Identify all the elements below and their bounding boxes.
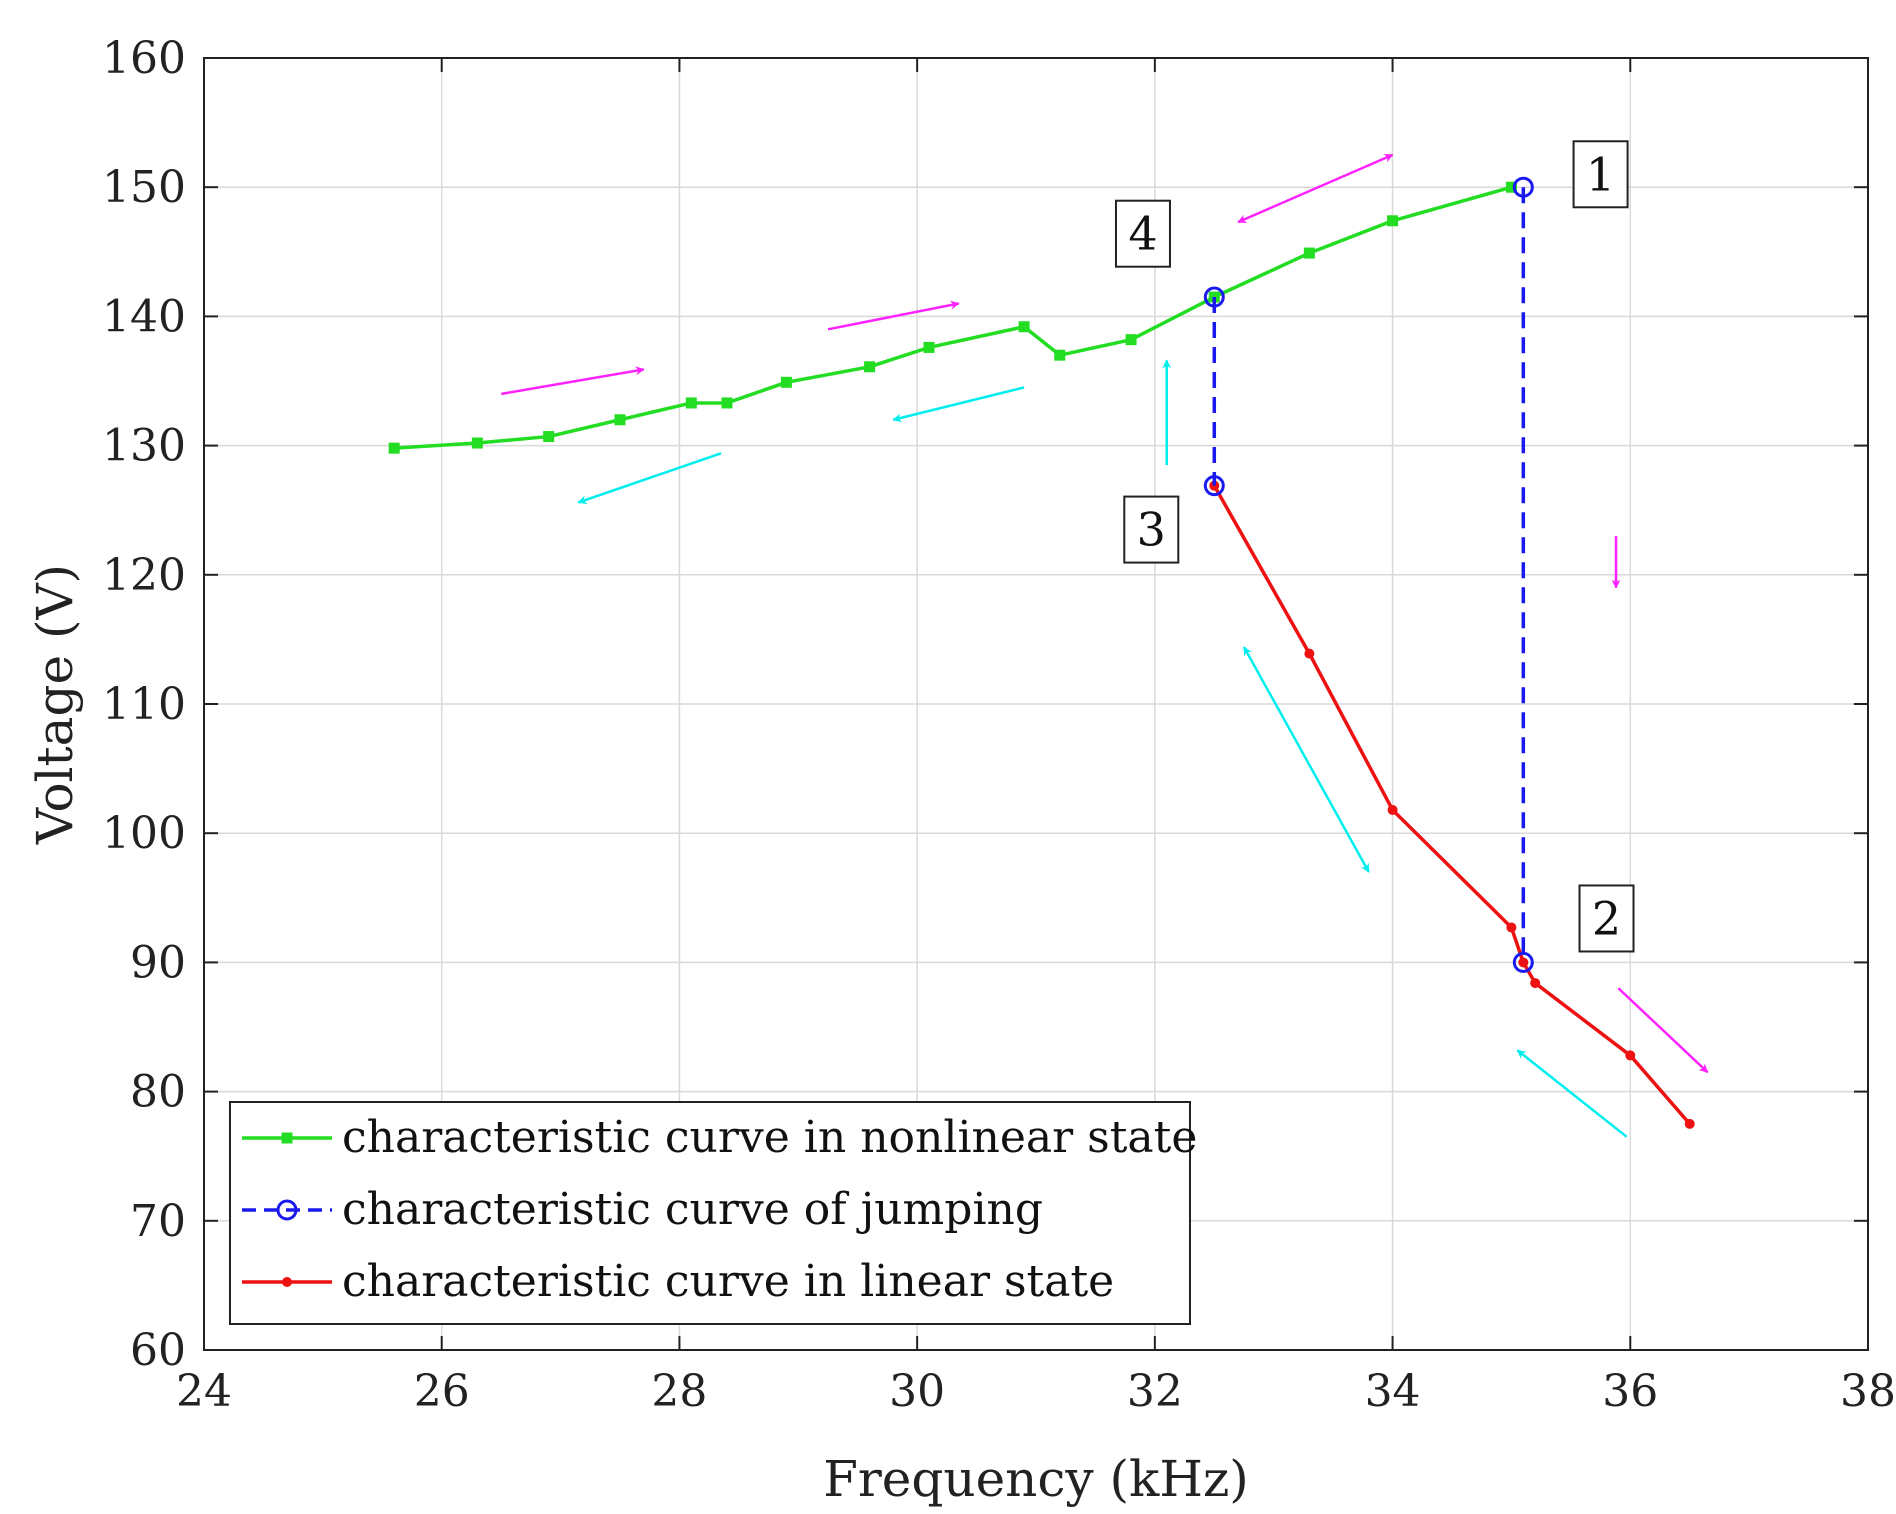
annotation-label: 1 (1586, 147, 1615, 201)
x-tick-label: 28 (651, 1366, 707, 1417)
annotations: 1 2 3 4 (1114, 140, 1635, 953)
arrow (1617, 987, 1709, 1074)
data-point-square (1505, 181, 1517, 193)
data-point-dot (1684, 1118, 1695, 1129)
annotation-box: 2 (1578, 884, 1635, 953)
double-arrow (1242, 646, 1370, 873)
y-tick-label: 140 (102, 291, 186, 342)
arrow (1516, 1049, 1628, 1138)
y-tick-label: 160 (102, 33, 186, 84)
data-point-square (1303, 247, 1315, 259)
y-tick-label: 130 (102, 421, 186, 472)
data-point-dot (1625, 1050, 1636, 1061)
annotation-frame (1123, 495, 1180, 564)
y-tick-label: 100 (102, 808, 186, 859)
grid (203, 57, 1869, 1351)
y-tick-label: 70 (130, 1196, 186, 1247)
x-tick-label: 32 (1127, 1366, 1183, 1417)
annotation-frame (1578, 884, 1635, 953)
data-point-square (923, 341, 935, 353)
data-point-square (780, 376, 792, 388)
x-tick-label: 24 (176, 1366, 232, 1417)
series-line (1212, 484, 1692, 1126)
legend: characteristic curve in nonlinear state c… (229, 1101, 1197, 1325)
double-arrow (1237, 153, 1394, 224)
legend-entries: characteristic curve in nonlinear state c… (242, 1112, 1197, 1307)
y-tick-label: 150 (102, 162, 186, 213)
data-point-square (1387, 215, 1399, 227)
axis-ticks: 24 26 28 30 32 34 36 38607080901001101201301401… (102, 33, 1896, 1417)
x-tick-label: 26 (414, 1366, 470, 1417)
data-point-square (864, 361, 876, 373)
annotation-frame (1114, 199, 1171, 268)
direction-arrows (500, 153, 1709, 1138)
data-point-circle (1512, 176, 1534, 198)
y-tick-label: 90 (130, 937, 186, 988)
annotation-box: 1 (1572, 140, 1629, 209)
legend-label: characteristic curve of jumping (342, 1184, 1043, 1235)
legend-entry: characteristic curve in nonlinear state (242, 1112, 1197, 1163)
annotation-label: 4 (1128, 207, 1157, 261)
annotation-box: 4 (1114, 199, 1171, 268)
legend-label: characteristic curve in linear state (342, 1256, 1114, 1307)
arrow (577, 452, 722, 505)
data-point-square (1054, 349, 1066, 361)
data-point-square (614, 414, 626, 426)
x-tick-label: 30 (889, 1366, 945, 1417)
data-point-square (471, 437, 483, 449)
data-point-square (543, 431, 555, 443)
y-axis-title: Voltage (V) (26, 564, 84, 845)
y-tick-label: 120 (102, 550, 186, 601)
series-line (394, 185, 1512, 450)
annotation-box: 3 (1123, 495, 1180, 564)
x-tick-label: 34 (1365, 1366, 1421, 1417)
legend-entry: characteristic curve of jumping (242, 1184, 1043, 1235)
data-point-dot (1506, 922, 1517, 933)
data-point-circle (276, 1199, 298, 1221)
series-1 (388, 181, 1517, 454)
y-tick-label: 110 (102, 679, 186, 730)
data-point-square (721, 397, 733, 409)
data-point-dot (1530, 978, 1541, 989)
y-tick-label: 80 (130, 1067, 186, 1118)
series-2 (1203, 176, 1534, 973)
data-point-dot (1387, 804, 1398, 815)
annotation-frame (1572, 140, 1629, 209)
annotation-label: 2 (1592, 891, 1621, 945)
data-point-square (1125, 334, 1137, 346)
legend-box (229, 1101, 1191, 1325)
annotation-label: 3 (1137, 503, 1166, 557)
data-point-square (281, 1132, 293, 1144)
legend-entry: characteristic curve in linear state (242, 1256, 1114, 1307)
series-3 (1209, 480, 1695, 1129)
data-point-dot (1304, 648, 1315, 659)
data-point-circle (1512, 951, 1534, 973)
data-point-circle (1203, 475, 1225, 497)
arrow (827, 300, 960, 331)
x-tick-label: 38 (1840, 1366, 1896, 1417)
x-tick-label: 36 (1602, 1366, 1658, 1417)
arrow (892, 386, 1025, 423)
data-point-dot (282, 1277, 292, 1287)
data-point-square (388, 442, 400, 454)
data-point-square (685, 397, 697, 409)
x-axis-title: Frequency (kHz) (823, 1450, 1249, 1508)
data-point-square (1018, 321, 1030, 333)
series (388, 176, 1695, 1129)
arrow (500, 366, 645, 396)
data-point-circle (1203, 286, 1225, 308)
legend-label: characteristic curve in nonlinear state (342, 1112, 1197, 1163)
y-tick-label: 60 (130, 1325, 186, 1376)
